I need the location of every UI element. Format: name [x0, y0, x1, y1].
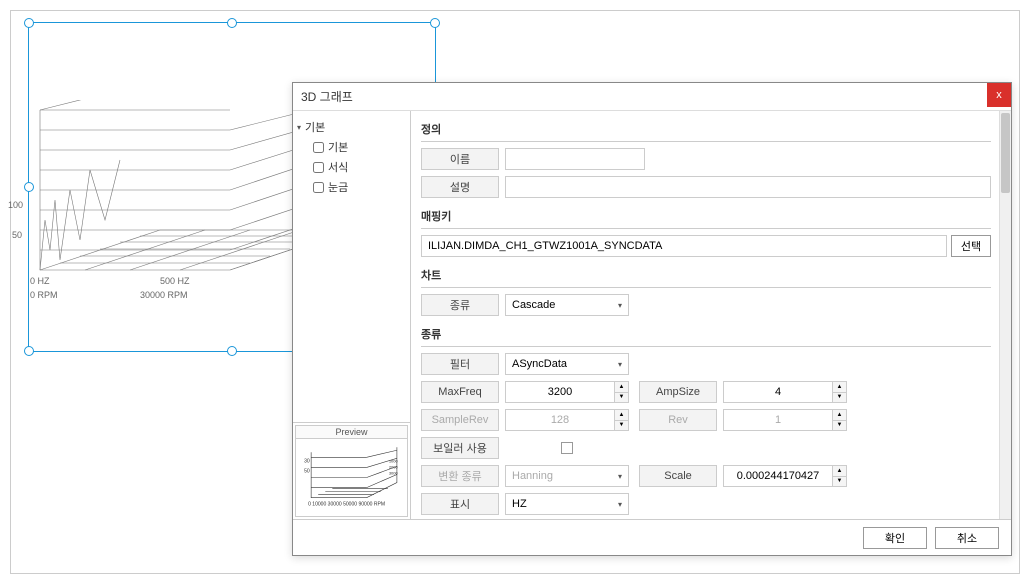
- spinner-up-icon[interactable]: ▲: [833, 382, 846, 393]
- tree-checkbox-basic[interactable]: [313, 142, 324, 153]
- spinner-scale[interactable]: 0.000244170427 ▲▼: [723, 465, 847, 487]
- tree-item-format[interactable]: 서식: [313, 157, 406, 177]
- label-maxfreq: MaxFreq: [421, 381, 499, 403]
- svg-text:3000: 3000: [389, 470, 399, 475]
- section-chart: 차트: [421, 263, 991, 288]
- scrollbar-thumb[interactable]: [1001, 113, 1010, 193]
- form-panel: 정의 이름 설명 매핑키 ILIJAN.DIMDA_CH1_GTWZ1001A_…: [411, 111, 1011, 519]
- chevron-down-icon: ▾: [618, 500, 622, 509]
- preview-canvas: 50 30 1000 2000 3000 0 10000 30000 50000…: [295, 439, 408, 517]
- resize-handle-bm[interactable]: [227, 346, 237, 356]
- combo-filter-value: ASyncData: [512, 358, 567, 370]
- section-type: 종류: [421, 322, 991, 347]
- label-name: 이름: [421, 148, 499, 170]
- resize-handle-tr[interactable]: [430, 18, 440, 28]
- spinner-up-icon: ▲: [833, 410, 846, 421]
- tree-checkbox-format[interactable]: [313, 162, 324, 173]
- close-button[interactable]: x: [987, 83, 1011, 107]
- spinner-down-icon[interactable]: ▼: [833, 477, 846, 487]
- label-chart-type: 종류: [421, 294, 499, 316]
- tree-label-format: 서식: [328, 159, 348, 175]
- resize-handle-tl[interactable]: [24, 18, 34, 28]
- resize-handle-bl[interactable]: [24, 346, 34, 356]
- spinner-maxfreq-value: 3200: [506, 386, 614, 398]
- spinner-scale-value: 0.000244170427: [724, 470, 832, 482]
- dialog-titlebar[interactable]: 3D 그래프 x: [293, 83, 1011, 111]
- dialog-footer: 확인 취소: [293, 519, 1011, 555]
- spinner-down-icon: ▼: [833, 421, 846, 431]
- svg-text:1000: 1000: [389, 458, 399, 463]
- tree-item-basic[interactable]: 기본: [313, 137, 406, 157]
- spinner-samplerev: 128 ▲▼: [505, 409, 629, 431]
- resize-handle-tm[interactable]: [227, 18, 237, 28]
- combo-display[interactable]: HZ ▾: [505, 493, 629, 515]
- input-mapping-key[interactable]: ILIJAN.DIMDA_CH1_GTWZ1001A_SYNCDATA: [421, 235, 947, 257]
- close-icon: x: [996, 89, 1002, 101]
- input-desc[interactable]: [505, 176, 991, 198]
- tree-label-scale: 눈금: [328, 179, 348, 195]
- tree-label-basic: 기본: [328, 139, 348, 155]
- combo-conv: Hanning ▾: [505, 465, 629, 487]
- spinner-samplerev-value: 128: [506, 414, 614, 426]
- tree-root[interactable]: ▾ 기본: [297, 117, 406, 137]
- chevron-down-icon: ▾: [618, 301, 622, 310]
- label-display: 표시: [421, 493, 499, 515]
- spinner-rev-value: 1: [724, 414, 832, 426]
- svg-text:50: 50: [304, 468, 310, 474]
- combo-display-value: HZ: [512, 498, 527, 510]
- dialog-3d-graph: 3D 그래프 x ▾ 기본 기본 서식: [292, 82, 1012, 556]
- combo-chart-type[interactable]: Cascade ▾: [505, 294, 629, 316]
- checkbox-boiler[interactable]: [561, 442, 573, 454]
- label-samplerev: SampleRev: [421, 409, 499, 431]
- spinner-maxfreq[interactable]: 3200 ▲▼: [505, 381, 629, 403]
- svg-text:30: 30: [304, 458, 310, 464]
- combo-conv-value: Hanning: [512, 470, 553, 482]
- dialog-title-text: 3D 그래프: [301, 88, 353, 105]
- tree-panel: ▾ 기본 기본 서식 눈금: [293, 111, 411, 519]
- spinner-up-icon: ▲: [615, 410, 628, 421]
- ok-button[interactable]: 확인: [863, 527, 927, 549]
- combo-chart-type-value: Cascade: [512, 299, 555, 311]
- spinner-down-icon[interactable]: ▼: [615, 393, 628, 403]
- y-tick-100: 100: [8, 200, 23, 210]
- spinner-ampsize[interactable]: 4 ▲▼: [723, 381, 847, 403]
- spinner-up-icon[interactable]: ▲: [615, 382, 628, 393]
- spinner-ampsize-value: 4: [724, 386, 832, 398]
- button-select-mapping[interactable]: 선택: [951, 235, 991, 257]
- label-filter: 필터: [421, 353, 499, 375]
- y-tick-50: 50: [12, 230, 22, 240]
- cancel-button[interactable]: 취소: [935, 527, 999, 549]
- label-rev: Rev: [639, 409, 717, 431]
- scrollbar-vertical[interactable]: [999, 111, 1011, 519]
- section-mapping: 매핑키: [421, 204, 991, 229]
- label-scale: Scale: [639, 465, 717, 487]
- label-conv: 변환 종류: [421, 465, 499, 487]
- label-ampsize: AmpSize: [639, 381, 717, 403]
- spinner-down-icon: ▼: [615, 421, 628, 431]
- preview-header: Preview: [295, 425, 408, 439]
- spinner-rev: 1 ▲▼: [723, 409, 847, 431]
- spinner-down-icon[interactable]: ▼: [833, 393, 846, 403]
- chevron-down-icon: ▾: [618, 360, 622, 369]
- spinner-up-icon[interactable]: ▲: [833, 466, 846, 477]
- tree-caret-icon: ▾: [297, 123, 301, 132]
- preview-panel: Preview 50: [293, 422, 410, 519]
- tree-checkbox-scale[interactable]: [313, 182, 324, 193]
- tree-root-label: 기본: [305, 119, 325, 135]
- resize-handle-ml[interactable]: [24, 182, 34, 192]
- label-boiler: 보일러 사용: [421, 437, 499, 459]
- combo-filter[interactable]: ASyncData ▾: [505, 353, 629, 375]
- svg-text:2000: 2000: [389, 464, 399, 469]
- label-desc: 설명: [421, 176, 499, 198]
- svg-text:0 10000 30000 50000 90000 RPM: 0 10000 30000 50000 90000 RPM: [308, 502, 385, 508]
- chevron-down-icon: ▾: [618, 472, 622, 481]
- tree-item-scale[interactable]: 눈금: [313, 177, 406, 197]
- section-definition: 정의: [421, 117, 991, 142]
- input-name[interactable]: [505, 148, 645, 170]
